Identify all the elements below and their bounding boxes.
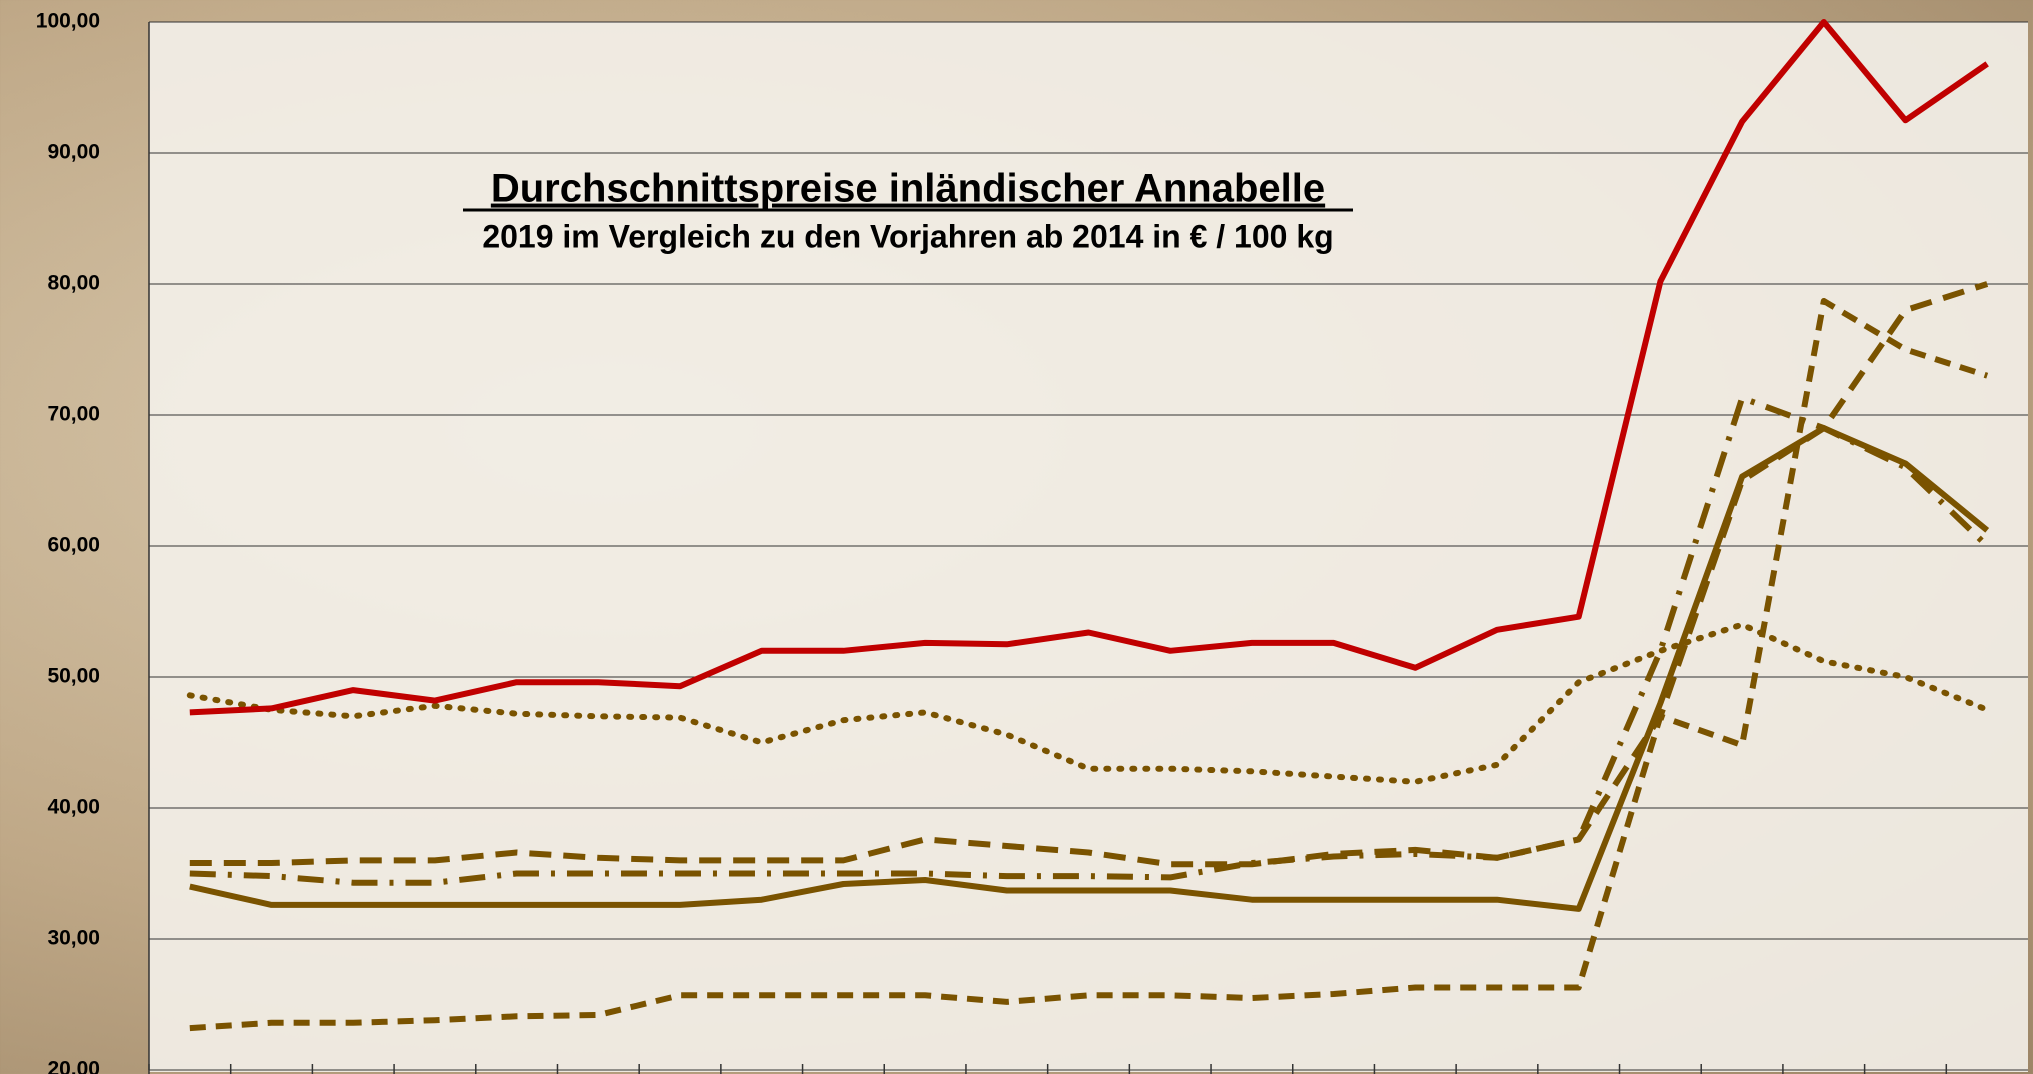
y-tick-label: 40,00 (47, 796, 100, 819)
chart-title: Durchschnittspreise inländischer Annabel… (491, 167, 1325, 211)
y-tick-label: 30,00 (47, 927, 100, 950)
y-tick-label: 90,00 (47, 141, 100, 164)
y-tick-label: 70,00 (47, 403, 100, 426)
y-tick-label: 50,00 (47, 665, 100, 688)
chart-subtitle: 2019 im Vergleich zu den Vorjahren ab 20… (482, 218, 1333, 254)
y-tick-label: 60,00 (47, 534, 100, 557)
y-tick-label: 20,00 (47, 1058, 100, 1074)
page: {"chart_data": { "type": "line", "title"… (0, 0, 2033, 1074)
y-tick-label: 100,00 (36, 10, 100, 33)
chart: Durchschnittspreise inländischer Annabel… (0, 0, 2033, 1074)
y-tick-label: 80,00 (47, 272, 100, 295)
